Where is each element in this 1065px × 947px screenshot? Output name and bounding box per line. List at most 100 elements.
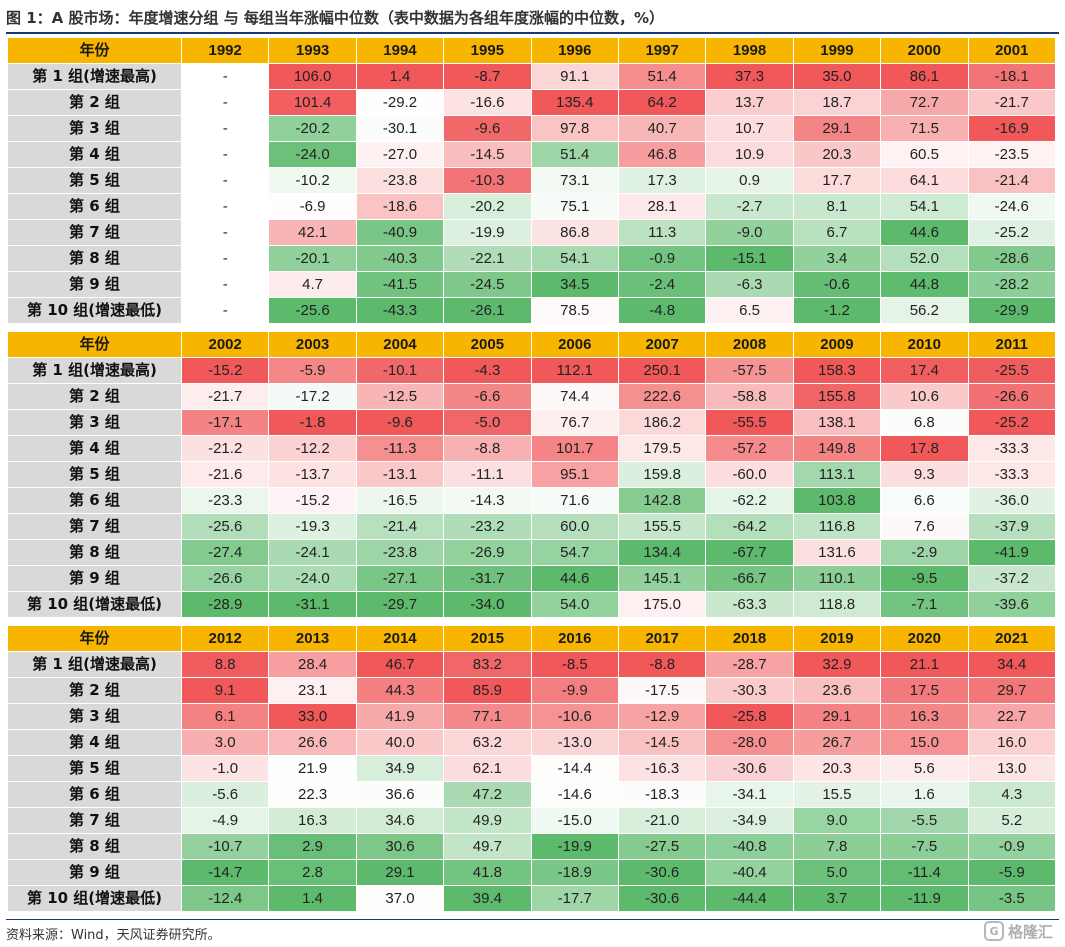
heatmap-cell: -16.6 (444, 90, 532, 116)
group-row: 第 1 组(增速最高) -106.0 1.4 -8.7 91.1 51.4 37.3 35.0… (8, 64, 1056, 90)
year-header-cell: 2014 (356, 626, 445, 652)
heatmap-cell: -15.2 (269, 488, 357, 514)
heatmap-cell: -19.9 (444, 220, 532, 246)
year-header-cell: 2015 (444, 626, 532, 652)
heatmap-cell: -44.4 (706, 886, 794, 912)
heatmap-cell: 9.0 (793, 808, 882, 834)
heatmap-cell: -16.9 (968, 116, 1056, 142)
heatmap-cell: 34.9 (356, 756, 445, 782)
heatmap-cell: 118.8 (793, 592, 882, 618)
heatmap-cell: 73.1 (531, 168, 619, 194)
group-row: 第 9 组 -4.7 -41.5 -24.5 34.5 -2.4 -6.3 -0.6 44.8-… (8, 272, 1056, 298)
heatmap-cell: 63.2 (444, 730, 532, 756)
year-header-cell: 2012 (182, 626, 270, 652)
heatmap-cell: -36.0 (968, 488, 1056, 514)
heatmap-cell: -16.3 (618, 756, 707, 782)
heatmap-cell: 110.1 (793, 566, 882, 592)
heatmap-cell: -25.6 (182, 514, 270, 540)
heatmap-cell: -0.9 (618, 246, 707, 272)
heatmap-cell: 41.8 (444, 860, 532, 886)
group-row: 第 5 组 -1.0 21.9 34.9 62.1 -14.4 -16.3 -30.6 20.3… (8, 756, 1056, 782)
group-row: 第 7 组 -4.9 16.3 34.6 49.9 -15.0 -21.0 -34.9 9.0-… (8, 808, 1056, 834)
heatmap-cell: 155.8 (793, 384, 882, 410)
heatmap-cell: 6.1 (182, 704, 270, 730)
heatmap-cell: 101.7 (531, 436, 619, 462)
heatmap-cell: -25.2 (968, 220, 1056, 246)
heatmap-cell: -18.9 (531, 860, 619, 886)
group-row: 第 3 组 -17.1 -1.8 -9.6 -5.0 76.7 186.2 -55.5 138.… (8, 410, 1056, 436)
heatmap-cell: 6.6 (881, 488, 969, 514)
source-note: 资料来源：Wind，天风证券研究所。 (6, 928, 221, 943)
heatmap-cell: -62.2 (706, 488, 794, 514)
year-header-cell: 1999 (793, 38, 882, 64)
heatmap-cell: 2.9 (269, 834, 357, 860)
heatmap-cell: -30.1 (356, 116, 445, 142)
heatmap-cell: -66.7 (706, 566, 794, 592)
heatmap-cell: -25.2 (968, 410, 1056, 436)
heatmap-cell: 54.0 (531, 592, 619, 618)
heatmap-cell: 28.1 (618, 194, 707, 220)
year-header-cell: 2016 (531, 626, 619, 652)
heatmap-cell: 9.3 (881, 462, 969, 488)
heatmap-cell: -30.6 (706, 756, 794, 782)
heatmap-cell: 21.9 (269, 756, 357, 782)
heatmap-cell: -21.2 (182, 436, 270, 462)
heatmap-cell: -33.3 (968, 462, 1056, 488)
heatmap-cell: - (182, 272, 270, 298)
group-row: 第 7 组 -42.1 -40.9 -19.9 86.8 11.3 -9.0 6.7 44.6-… (8, 220, 1056, 246)
heatmap-cell: 1.6 (881, 782, 969, 808)
heatmap-cell: -13.0 (531, 730, 619, 756)
year-header-cell: 1992 (182, 38, 270, 64)
heatmap-cell: 42.1 (269, 220, 357, 246)
heatmap-cell: 135.4 (531, 90, 619, 116)
group-label: 第 7 组 (8, 220, 182, 246)
heatmap-cell: 29.1 (793, 116, 882, 142)
group-label: 第 9 组 (8, 272, 182, 298)
group-label: 第 1 组(增速最高) (8, 358, 182, 384)
heatmap-cell: -40.3 (356, 246, 445, 272)
year-header-cell: 1998 (706, 38, 794, 64)
group-row: 第 8 组 -27.4 -24.1 -23.8 -26.9 54.7 134.4 -67.7 1… (8, 540, 1056, 566)
year-header-label: 年份 (8, 38, 182, 64)
group-row: 第 9 组 -26.6 -24.0 -27.1 -31.7 44.6 145.1 -66.7 1… (8, 566, 1056, 592)
heatmap-cell: -24.0 (269, 142, 357, 168)
heatmap-cell: -9.6 (444, 116, 532, 142)
group-label: 第 5 组 (8, 168, 182, 194)
heatmap-cell: 74.4 (531, 384, 619, 410)
heatmap-cell: 20.3 (793, 142, 882, 168)
heatmap-cell: 20.3 (793, 756, 882, 782)
year-header-label: 年份 (8, 626, 182, 652)
heatmap-cell: -19.3 (269, 514, 357, 540)
block-spacer (8, 618, 1056, 626)
group-label: 第 3 组 (8, 704, 182, 730)
heatmap-cell: 75.1 (531, 194, 619, 220)
heatmap-cell: 2.8 (269, 860, 357, 886)
heatmap-cell: -12.5 (356, 384, 445, 410)
heatmap-cell: -8.5 (531, 652, 619, 678)
group-row: 第 6 组 -23.3 -15.2 -16.5 -14.3 71.6 142.8 -62.2 1… (8, 488, 1056, 514)
year-header-cell: 2018 (706, 626, 794, 652)
heatmap-cell: 49.9 (444, 808, 532, 834)
heatmap-cell: -30.6 (618, 886, 707, 912)
heatmap-cell: -14.4 (531, 756, 619, 782)
heatmap-cell: - (182, 64, 270, 90)
block-spacer (8, 324, 1056, 332)
heatmap-cell: 23.1 (269, 678, 357, 704)
heatmap-cell: -2.4 (618, 272, 707, 298)
heatmap-cell: -1.2 (793, 298, 882, 324)
heatmap-cell: -10.1 (356, 358, 445, 384)
heatmap-cell: 16.3 (881, 704, 969, 730)
heatmap-cell: -8.7 (444, 64, 532, 90)
heatmap-cell: 222.6 (618, 384, 707, 410)
heatmap-cell: -4.9 (182, 808, 270, 834)
heatmap-cell: - (182, 142, 270, 168)
heatmap-cell: -23.2 (444, 514, 532, 540)
heatmap-cell: 60.5 (881, 142, 969, 168)
heatmap-cell: 44.6 (881, 220, 969, 246)
heatmap-cell: 3.7 (793, 886, 882, 912)
heatmap-cell: -12.2 (269, 436, 357, 462)
year-header-cell: 2001 (968, 38, 1056, 64)
group-label: 第 2 组 (8, 678, 182, 704)
heatmap-cell: -18.6 (356, 194, 445, 220)
heatmap-cell: -28.9 (182, 592, 270, 618)
